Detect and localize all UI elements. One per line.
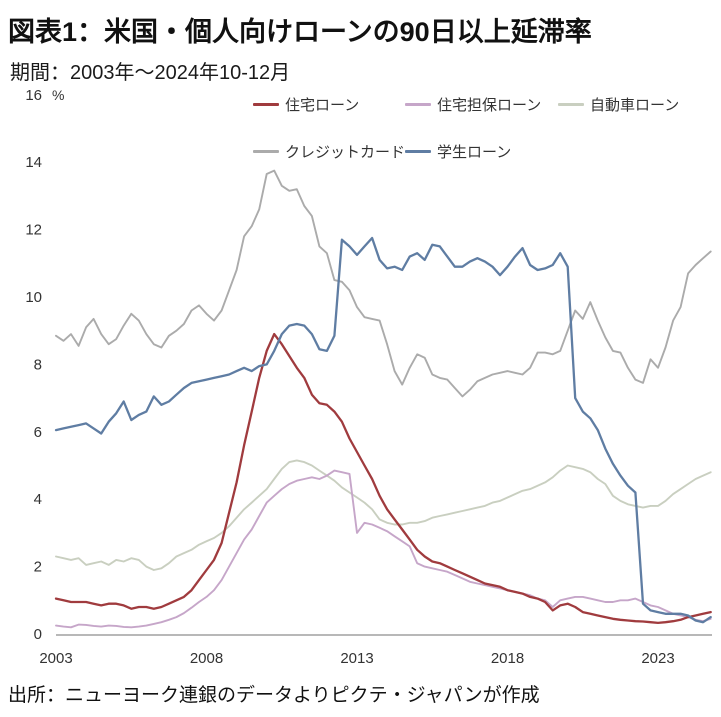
legend-item-auto: 自動車ローン <box>558 95 680 114</box>
x-tick-label: 2023 <box>641 650 674 667</box>
legend-item-mortgage: 住宅ローン <box>253 95 360 114</box>
x-tick-label: 2003 <box>39 650 72 667</box>
legend-label: 住宅担保ローン <box>437 96 542 114</box>
y-tick-label: 4 <box>34 491 42 508</box>
y-tick-label: 10 <box>25 289 42 306</box>
page-title: 図表1：米国・個人向けローンの90日以上延滞率 <box>8 17 592 47</box>
y-tick-label: 12 <box>25 222 42 239</box>
legend-label: 自動車ローン <box>590 96 680 114</box>
y-tick-label: 16 <box>25 87 42 104</box>
x-tick-label: 2018 <box>491 650 524 667</box>
y-tick-label: 6 <box>34 424 42 441</box>
auto-loan-line-swatch <box>558 102 584 106</box>
credit-card-line-swatch <box>253 149 279 153</box>
home-equity-line-swatch <box>405 102 431 106</box>
period-subtitle: 期間：2003年～2024年10-12月 <box>10 62 291 84</box>
y-tick-label: 2 <box>34 559 42 576</box>
student-loan-line-swatch <box>405 149 431 153</box>
x-tick-label: 2008 <box>190 650 223 667</box>
y-tick-label: 0 <box>34 626 42 643</box>
home-equity-line <box>55 469 712 629</box>
legend-item-credit-card: クレジットカード <box>253 142 406 161</box>
legend-label: クレジットカード <box>285 143 406 161</box>
mortgage-line-swatch <box>253 102 279 106</box>
y-tick-label: 14 <box>25 154 42 171</box>
legend-item-home-equity: 住宅担保ローン <box>405 95 542 114</box>
mortgage-line <box>54 332 712 625</box>
legend-label: 学生ローン <box>437 143 512 161</box>
legend-item-student: 学生ローン <box>405 142 512 161</box>
y-tick-label: 8 <box>34 356 42 373</box>
auto-loan-line <box>55 459 712 571</box>
source-note: 出所：ニューヨーク連銀のデータよりピクテ・ジャパンが作成 <box>8 685 540 706</box>
credit-card-line <box>55 169 712 398</box>
student-loan-line <box>54 236 712 624</box>
x-tick-label: 2013 <box>340 650 373 667</box>
y-axis-unit: % <box>52 87 64 103</box>
legend-label: 住宅ローン <box>285 96 360 114</box>
